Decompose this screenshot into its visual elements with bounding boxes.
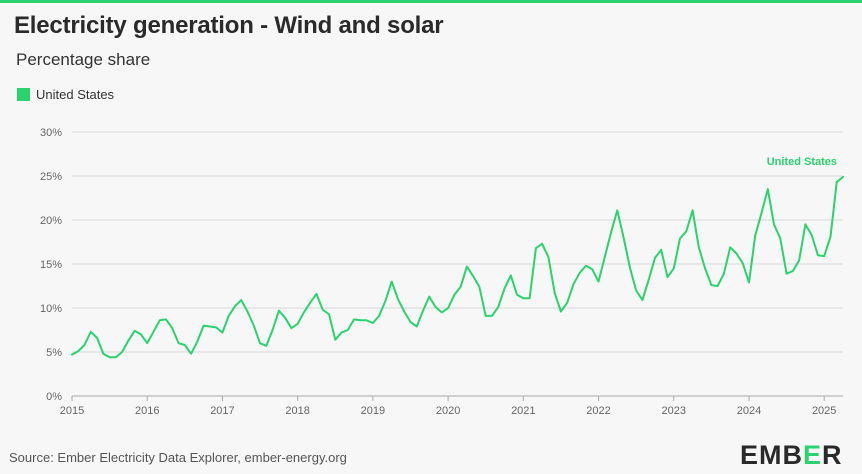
x-tick-label-2021: 2021	[511, 405, 535, 417]
chart-title: Electricity generation - Wind and solar	[14, 12, 444, 39]
x-tick-label-2022: 2022	[586, 405, 610, 417]
source-note: Source: Ember Electricity Data Explorer,…	[9, 450, 347, 465]
y-tick-label-0: 0%	[46, 391, 62, 403]
chart-subtitle: Percentage share	[16, 50, 151, 69]
top-accent-rule	[0, 0, 862, 3]
y-tick-label-15: 15%	[40, 259, 62, 271]
x-tick-label-2017: 2017	[210, 405, 234, 417]
y-tick-label-30: 30%	[40, 127, 62, 139]
y-tick-label-20: 20%	[40, 215, 62, 227]
x-tick-label-2015: 2015	[60, 405, 84, 417]
y-tick-label-5: 5%	[46, 347, 62, 359]
series-line-united-states	[71, 175, 844, 359]
logo-text-accent: E	[803, 440, 823, 470]
y-tick-label-10: 10%	[40, 303, 62, 315]
y-tick-label-25: 25%	[40, 171, 62, 183]
x-tick-label-2024: 2024	[737, 405, 761, 417]
legend: United States	[17, 87, 114, 102]
legend-label-united-states: United States	[36, 87, 115, 102]
x-tick-label-2020: 2020	[436, 405, 460, 417]
x-tick-label-2023: 2023	[662, 405, 686, 417]
line-chart: 0% 5% 10% 15% 20% 25% 30% 2015 2016 2017 2018 2019 2…	[40, 127, 844, 417]
logo-text-start: EMB	[740, 440, 803, 470]
x-tick-label-2016: 2016	[135, 405, 159, 417]
x-tick-label-2019: 2019	[361, 405, 385, 417]
logo-text-end: R	[822, 440, 843, 470]
ember-logo: EMBER	[740, 440, 843, 471]
x-tick-label-2025: 2025	[812, 405, 836, 417]
legend-swatch-united-states	[17, 88, 30, 101]
series-end-label-united-states: United States	[767, 156, 837, 168]
x-tick-label-2018: 2018	[285, 405, 309, 417]
